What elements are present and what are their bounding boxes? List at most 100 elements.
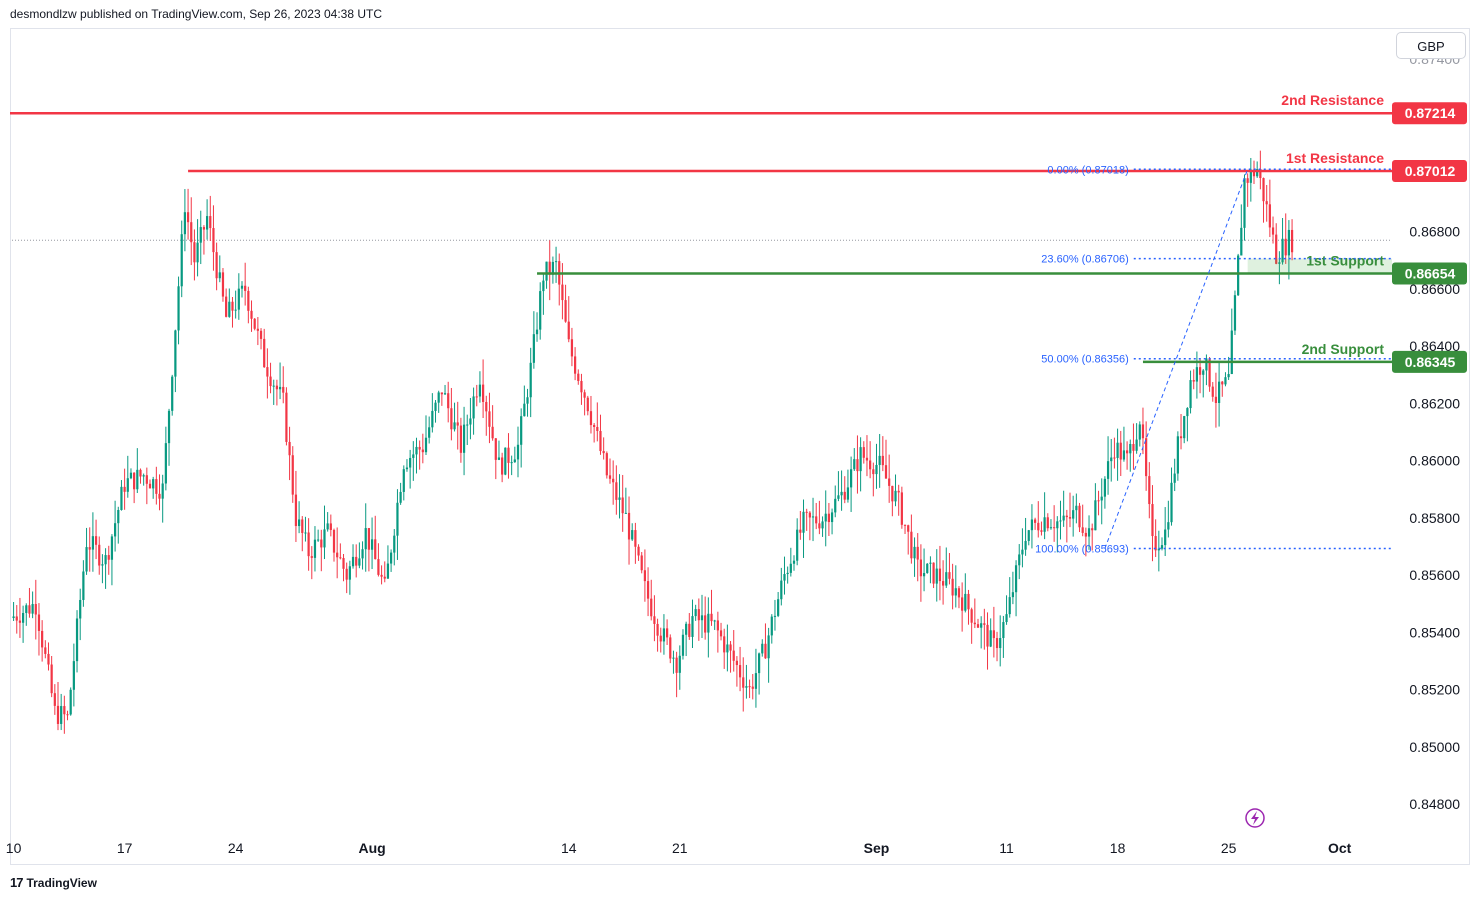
- candle-body: [900, 492, 903, 525]
- price-axis[interactable]: 0.87214 0.87012 0.86654 0.86345 0.84800 0.850…: [1392, 51, 1467, 812]
- candle-body: [481, 384, 485, 402]
- time-axis[interactable]: 10 17 24 Aug 14 21 Sep 11 18 25 Oct: [6, 840, 1352, 856]
- candle-body: [351, 556, 355, 567]
- level-label-2nd-support: 2nd Support: [1302, 341, 1385, 357]
- price-tag-text-1st-support: 0.86654: [1405, 265, 1456, 281]
- candle-body: [1030, 519, 1034, 531]
- candle-body: [358, 558, 361, 566]
- candle-body: [697, 609, 700, 621]
- candle-body: [580, 380, 583, 393]
- candle-body: [272, 385, 275, 387]
- candle-body: [640, 555, 643, 571]
- candle-body: [719, 630, 723, 637]
- candle-body: [618, 497, 621, 500]
- candle-body: [1176, 436, 1179, 474]
- candle-body: [824, 513, 827, 522]
- candle-body: [577, 373, 580, 381]
- candle-body: [843, 491, 846, 500]
- candle-body: [342, 558, 345, 569]
- candle-body: [681, 634, 685, 656]
- tradingview-mark-icon: 17: [10, 875, 24, 890]
- candle-body: [212, 228, 215, 253]
- candle-body: [31, 604, 34, 614]
- candle-body: [393, 535, 396, 553]
- candle-body: [535, 329, 539, 335]
- price-tag-1st-support: [1392, 262, 1467, 285]
- candle-body: [678, 655, 681, 673]
- candle-body: [336, 552, 339, 558]
- candle-body: [919, 559, 923, 577]
- candle-body: [1230, 330, 1233, 375]
- price-tag-1st-resistance: [1392, 160, 1467, 183]
- candle-body: [1237, 255, 1240, 296]
- candle-body: [783, 574, 786, 581]
- candle-body: [79, 599, 82, 619]
- candle-body: [263, 338, 266, 368]
- candle-body: [167, 410, 171, 444]
- candle-body: [875, 464, 878, 475]
- candle-body: [1275, 234, 1278, 264]
- candle-body: [821, 521, 824, 529]
- candle-body: [510, 462, 513, 464]
- candle-body: [440, 392, 443, 395]
- candle-body: [1202, 370, 1205, 375]
- candle-body: [266, 367, 269, 377]
- candle-body: [1068, 517, 1072, 519]
- candle-body: [199, 227, 202, 243]
- candle-body: [72, 661, 75, 690]
- candle-body: [646, 581, 650, 599]
- candle-body: [961, 597, 964, 611]
- candle-body: [247, 290, 250, 311]
- y-tick-label: 0.86200: [1409, 395, 1460, 411]
- tradingview-logo[interactable]: 17 TradingView: [10, 875, 97, 890]
- candle-body: [507, 447, 510, 463]
- candle-body: [44, 647, 47, 654]
- candle-body: [1141, 424, 1145, 439]
- candle-body: [808, 512, 811, 518]
- candle-body: [910, 531, 913, 559]
- candle-body: [1037, 522, 1040, 531]
- currency-button[interactable]: GBP: [1396, 32, 1466, 59]
- candle-body: [1062, 515, 1065, 521]
- candle-body: [164, 443, 167, 484]
- candle-body: [139, 469, 142, 477]
- y-tick-label: 0.86400: [1409, 338, 1460, 354]
- candle-body: [773, 615, 777, 617]
- candle-body: [1195, 367, 1199, 382]
- candle-body: [710, 613, 713, 622]
- candle-body: [529, 362, 532, 398]
- candle-body: [1106, 461, 1110, 479]
- candle-body: [485, 401, 488, 412]
- candle-body: [846, 487, 850, 500]
- candle-body: [837, 495, 840, 499]
- candle-body: [745, 686, 748, 688]
- candle-body: [1008, 597, 1011, 615]
- candle-body: [294, 494, 298, 527]
- candle-body: [780, 580, 783, 600]
- candle-body: [1173, 473, 1176, 483]
- candle-body: [1110, 457, 1113, 462]
- candle-body: [456, 422, 459, 426]
- candle-body: [777, 599, 780, 616]
- candle-body: [462, 424, 466, 453]
- candle-body: [1214, 396, 1218, 403]
- candle-body: [215, 252, 218, 279]
- candle-body: [932, 562, 935, 584]
- candle-body: [1027, 530, 1030, 541]
- candle-body: [91, 536, 95, 550]
- candle-body: [1287, 229, 1291, 256]
- candle-body: [570, 339, 574, 357]
- candle-body: [913, 546, 916, 559]
- candle-body: [389, 552, 393, 564]
- candle-body: [409, 457, 412, 468]
- candle-body: [377, 559, 380, 575]
- candle-body: [313, 539, 317, 558]
- candle-body: [757, 653, 761, 674]
- candle-body: [1122, 450, 1126, 460]
- candle-body: [291, 455, 294, 495]
- candle-body: [970, 609, 973, 623]
- candle-body: [1157, 548, 1160, 551]
- x-tick-label: 10: [6, 840, 22, 856]
- candle-body: [573, 356, 577, 374]
